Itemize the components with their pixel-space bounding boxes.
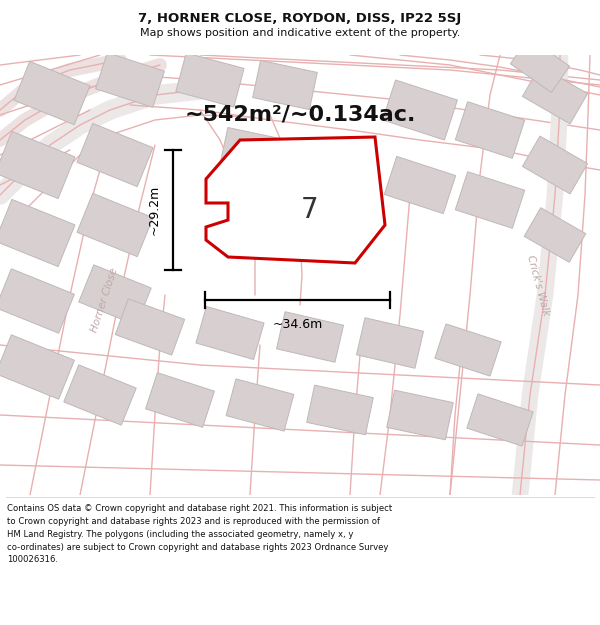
Polygon shape xyxy=(0,269,74,333)
Polygon shape xyxy=(77,193,153,257)
Polygon shape xyxy=(435,324,501,376)
Polygon shape xyxy=(77,123,153,187)
Polygon shape xyxy=(277,312,344,362)
Polygon shape xyxy=(455,102,525,158)
Polygon shape xyxy=(79,265,151,325)
Polygon shape xyxy=(524,208,586,262)
Polygon shape xyxy=(196,306,264,359)
Polygon shape xyxy=(95,52,164,107)
Polygon shape xyxy=(467,394,533,446)
Text: ~34.6m: ~34.6m xyxy=(272,318,323,331)
Polygon shape xyxy=(387,390,453,440)
Text: Horner Close: Horner Close xyxy=(90,266,120,334)
Text: ~542m²/~0.134ac.: ~542m²/~0.134ac. xyxy=(184,105,416,125)
Polygon shape xyxy=(226,379,294,431)
Polygon shape xyxy=(176,53,244,107)
Polygon shape xyxy=(511,38,569,92)
Polygon shape xyxy=(206,137,385,263)
Polygon shape xyxy=(115,299,185,355)
Text: 7: 7 xyxy=(301,196,319,224)
Polygon shape xyxy=(307,385,373,435)
Polygon shape xyxy=(0,199,75,267)
Polygon shape xyxy=(523,136,587,194)
Text: ~29.2m: ~29.2m xyxy=(148,185,161,235)
Text: Map shows position and indicative extent of the property.: Map shows position and indicative extent… xyxy=(140,29,460,39)
Polygon shape xyxy=(146,372,214,428)
Polygon shape xyxy=(0,131,75,199)
Polygon shape xyxy=(523,66,587,124)
Polygon shape xyxy=(253,61,317,109)
Polygon shape xyxy=(455,172,525,228)
Polygon shape xyxy=(385,156,455,214)
Text: 7, HORNER CLOSE, ROYDON, DISS, IP22 5SJ: 7, HORNER CLOSE, ROYDON, DISS, IP22 5SJ xyxy=(139,12,461,25)
Polygon shape xyxy=(383,80,457,140)
Polygon shape xyxy=(0,335,74,399)
Text: Contains OS data © Crown copyright and database right 2021. This information is : Contains OS data © Crown copyright and d… xyxy=(7,504,392,564)
Text: Crick's Walk: Crick's Walk xyxy=(525,254,551,316)
Polygon shape xyxy=(214,127,281,202)
Polygon shape xyxy=(356,318,424,368)
Polygon shape xyxy=(64,365,136,425)
Polygon shape xyxy=(14,61,90,124)
